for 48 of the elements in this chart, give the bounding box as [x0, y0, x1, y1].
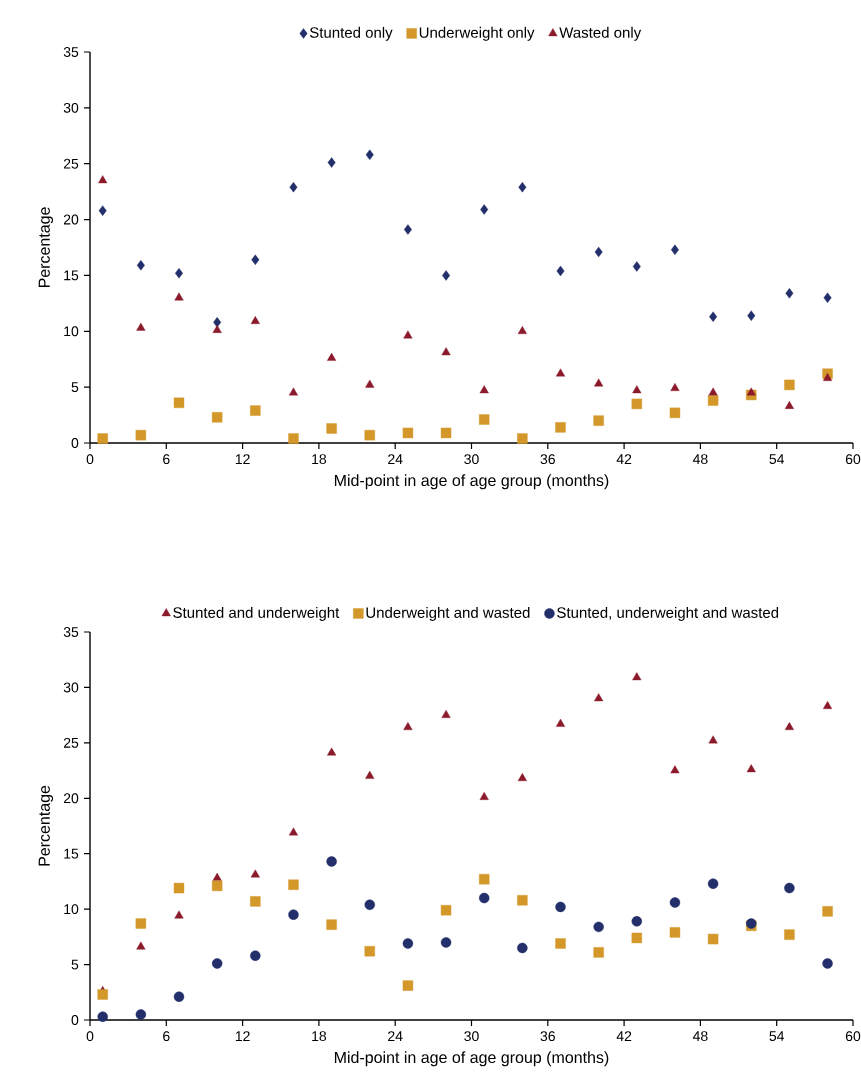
x-tick-label: 0: [86, 1031, 94, 1042]
y-tick-label: 15: [64, 848, 79, 859]
x-tick-label: 12: [235, 1031, 250, 1041]
legend-label: Underweight and wasted: [366, 606, 530, 621]
x-tick-label: 6: [163, 1031, 170, 1042]
legend-label: Stunted and underweight: [173, 606, 340, 621]
legend-label: Underweight only: [419, 26, 535, 41]
x-tick-label: 18: [312, 1031, 327, 1042]
x-tick-label: 54: [769, 1031, 785, 1041]
y-tick-label: 5: [71, 959, 79, 970]
x-tick-label: 60: [845, 454, 861, 465]
x-tick-label: 18: [312, 454, 327, 465]
x-tick-label: 48: [692, 1031, 708, 1042]
x-tick-label: 12: [235, 454, 250, 464]
y-tick-label: 35: [63, 627, 79, 637]
legend-label: Stunted only: [309, 26, 393, 41]
x-tick-label: 36: [540, 454, 555, 465]
x-tick-label: 24: [388, 454, 403, 464]
y-tick-label: 25: [63, 158, 79, 169]
legend-label: Wasted only: [559, 26, 642, 41]
y-tick-label: 30: [63, 682, 79, 693]
x-tick-label: 24: [388, 1031, 403, 1041]
y-tick-label: 0: [71, 1015, 79, 1025]
y-tick-label: 30: [63, 102, 79, 113]
y-tick-label: 5: [71, 382, 79, 393]
x-tick-label: 48: [692, 454, 708, 465]
y-axis-title: Percentage: [38, 207, 54, 288]
x-tick-label: 30: [464, 454, 479, 465]
legend-label: Stunted, underweight and wasted: [557, 606, 779, 621]
y-tick-label: 0: [71, 438, 79, 448]
y-tick-label: 20: [63, 793, 79, 804]
y-tick-label: 20: [63, 214, 79, 225]
x-tick-label: 36: [540, 1031, 555, 1042]
x-tick-label: 60: [845, 1031, 861, 1042]
x-tick-label: 6: [163, 454, 170, 465]
y-tick-label: 10: [64, 326, 79, 337]
y-axis-title: Percentage: [38, 785, 54, 866]
x-axis-title: Mid-point in age of age group (months): [334, 474, 609, 490]
y-tick-label: 10: [64, 904, 79, 915]
y-tick-label: 35: [63, 47, 79, 57]
x-tick-label: 42: [616, 1031, 632, 1041]
x-tick-label: 30: [464, 1031, 479, 1042]
x-axis-title: Mid-point in age of age group (months): [334, 1051, 609, 1067]
x-tick-label: 54: [769, 454, 785, 464]
y-tick-label: 25: [63, 737, 79, 748]
y-tick-label: 15: [64, 270, 79, 281]
x-tick-label: 0: [86, 454, 94, 465]
x-tick-label: 42: [616, 454, 632, 464]
